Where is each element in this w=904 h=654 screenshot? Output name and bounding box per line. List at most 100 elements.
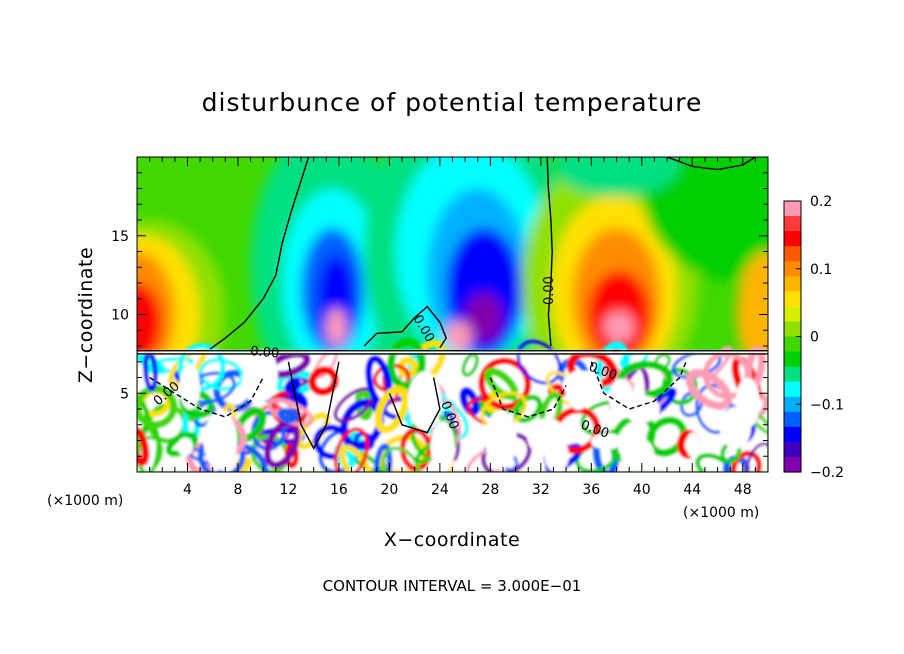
turbulence-patch bbox=[686, 432, 700, 458]
turbulence-stroke bbox=[381, 446, 421, 472]
turbulence-stroke bbox=[137, 384, 178, 429]
turbulence-patch bbox=[485, 409, 517, 470]
turbulence-patch bbox=[620, 437, 655, 472]
colorbar-swatch bbox=[784, 366, 801, 383]
turbulence-patch bbox=[177, 437, 193, 456]
colorbar-swatch bbox=[784, 456, 801, 473]
colorbar-swatch bbox=[784, 411, 801, 428]
interface-band bbox=[137, 350, 768, 354]
lower-layer bbox=[137, 338, 768, 472]
x-tick-label: 20 bbox=[380, 482, 398, 498]
x-tick-label: 48 bbox=[734, 482, 752, 498]
colorbar bbox=[784, 201, 801, 473]
turbulence-patch bbox=[735, 377, 761, 428]
y-axis-label: Z−coordinate bbox=[75, 247, 97, 383]
x-tick-label: 8 bbox=[233, 482, 242, 498]
zero-contour-top-right bbox=[666, 157, 756, 171]
colorbar-tick-label: 0.2 bbox=[810, 194, 832, 210]
turbulence-stroke bbox=[745, 442, 768, 472]
zero-contour-left bbox=[209, 157, 310, 350]
contour-label-1: 0.00 bbox=[542, 276, 557, 305]
x-tick-label: 28 bbox=[481, 482, 499, 498]
lower-contour-b bbox=[590, 361, 687, 410]
turbulence-patch bbox=[590, 433, 623, 450]
colorbar-swatch bbox=[784, 441, 801, 458]
field-blob bbox=[137, 283, 163, 362]
colorbar-swatch bbox=[784, 306, 801, 323]
turbulence-stroke bbox=[646, 416, 688, 457]
x-tick-label: 44 bbox=[683, 482, 701, 498]
y-tick-label: 10 bbox=[111, 308, 129, 324]
x-tick-label: 36 bbox=[582, 482, 600, 498]
contour-label-7: 0.00 bbox=[250, 344, 280, 361]
x-tick-label: 16 bbox=[330, 482, 348, 498]
y-axis: 5 10 15 bbox=[111, 172, 768, 457]
field-blob bbox=[553, 157, 680, 197]
lower-contour-a bbox=[149, 376, 264, 418]
colorbar-swatch bbox=[784, 261, 801, 277]
lower-contour-e bbox=[489, 377, 567, 418]
colorbar-tick-label: 0 bbox=[810, 330, 819, 346]
field-blob bbox=[736, 251, 768, 378]
turbulence-patch bbox=[544, 439, 570, 472]
field-blob bbox=[465, 292, 503, 343]
turbulence-stroke bbox=[695, 452, 732, 472]
turbulence-stroke bbox=[730, 450, 762, 472]
turbulence-stroke bbox=[137, 435, 164, 472]
turbulence-stroke bbox=[484, 367, 519, 401]
turbulence-stroke bbox=[339, 398, 385, 450]
field-blob bbox=[446, 320, 472, 353]
x-tick-label: 4 bbox=[183, 482, 192, 498]
heatmap-field bbox=[137, 157, 768, 472]
turbulence-stroke bbox=[387, 338, 426, 390]
colorbar-swatch bbox=[784, 381, 801, 398]
turbulence-stroke bbox=[685, 368, 733, 410]
x-axis-label: X−coordinate bbox=[384, 529, 520, 551]
x-tick-label: 24 bbox=[431, 482, 449, 498]
chart-title: disturbunce of potential temperature bbox=[202, 88, 703, 117]
turbulence-stroke bbox=[333, 427, 370, 472]
turbulence-stroke bbox=[308, 366, 339, 396]
turbulence-stroke bbox=[461, 352, 479, 377]
contour-interval-note: CONTOUR INTERVAL = 3.000E−01 bbox=[323, 577, 582, 595]
lower-contour-c bbox=[388, 377, 441, 434]
turbulence-patch bbox=[407, 371, 442, 431]
turbulence-patch bbox=[179, 363, 201, 410]
colorbar-swatch bbox=[784, 351, 801, 368]
x-unit-right: (×1000 m) bbox=[683, 505, 759, 521]
x-axis: 4 8 12 16 20 24 28 32 36 40 44 48 bbox=[149, 157, 756, 498]
zero-contour-middle bbox=[363, 305, 447, 348]
colorbar-ticks: 0.2 0.1 0 −0.1 −0.2 bbox=[796, 194, 844, 481]
field-blob bbox=[326, 308, 347, 346]
colorbar-tick-label: 0.1 bbox=[810, 262, 832, 278]
turbulence-stroke bbox=[277, 408, 298, 424]
x-tick-label: 40 bbox=[633, 482, 651, 498]
turbulence-stroke bbox=[233, 407, 267, 443]
turbulence-stroke bbox=[284, 377, 302, 394]
lower-contour-d bbox=[287, 361, 340, 450]
x-tick-label: 12 bbox=[280, 482, 298, 498]
colorbar-swatch bbox=[784, 231, 801, 247]
colorbar-swatch bbox=[784, 201, 801, 217]
colorbar-swatch bbox=[784, 396, 801, 413]
y-tick-label: 5 bbox=[120, 386, 129, 402]
colorbar-swatch bbox=[784, 291, 801, 307]
colorbar-swatch bbox=[784, 321, 801, 338]
colorbar-tick-label: −0.2 bbox=[810, 465, 844, 481]
turbulence-patch bbox=[566, 370, 591, 410]
colorbar-swatch bbox=[784, 216, 801, 232]
colorbar-tick-label: −0.1 bbox=[810, 397, 844, 413]
contour-lines bbox=[137, 157, 768, 450]
turbulence-patch bbox=[633, 369, 645, 416]
turbulence-stroke bbox=[374, 385, 409, 434]
colorbar-swatch bbox=[784, 246, 801, 262]
y-tick-label: 15 bbox=[111, 229, 129, 245]
colorbar-swatch bbox=[784, 276, 801, 292]
field-blob bbox=[446, 227, 522, 354]
turbulence-stroke bbox=[516, 339, 562, 385]
turbulence-patch bbox=[202, 422, 217, 452]
turbulence-patch bbox=[430, 421, 455, 472]
zero-contour-right bbox=[546, 157, 553, 347]
x-unit-left: (×1000 m) bbox=[47, 493, 123, 509]
